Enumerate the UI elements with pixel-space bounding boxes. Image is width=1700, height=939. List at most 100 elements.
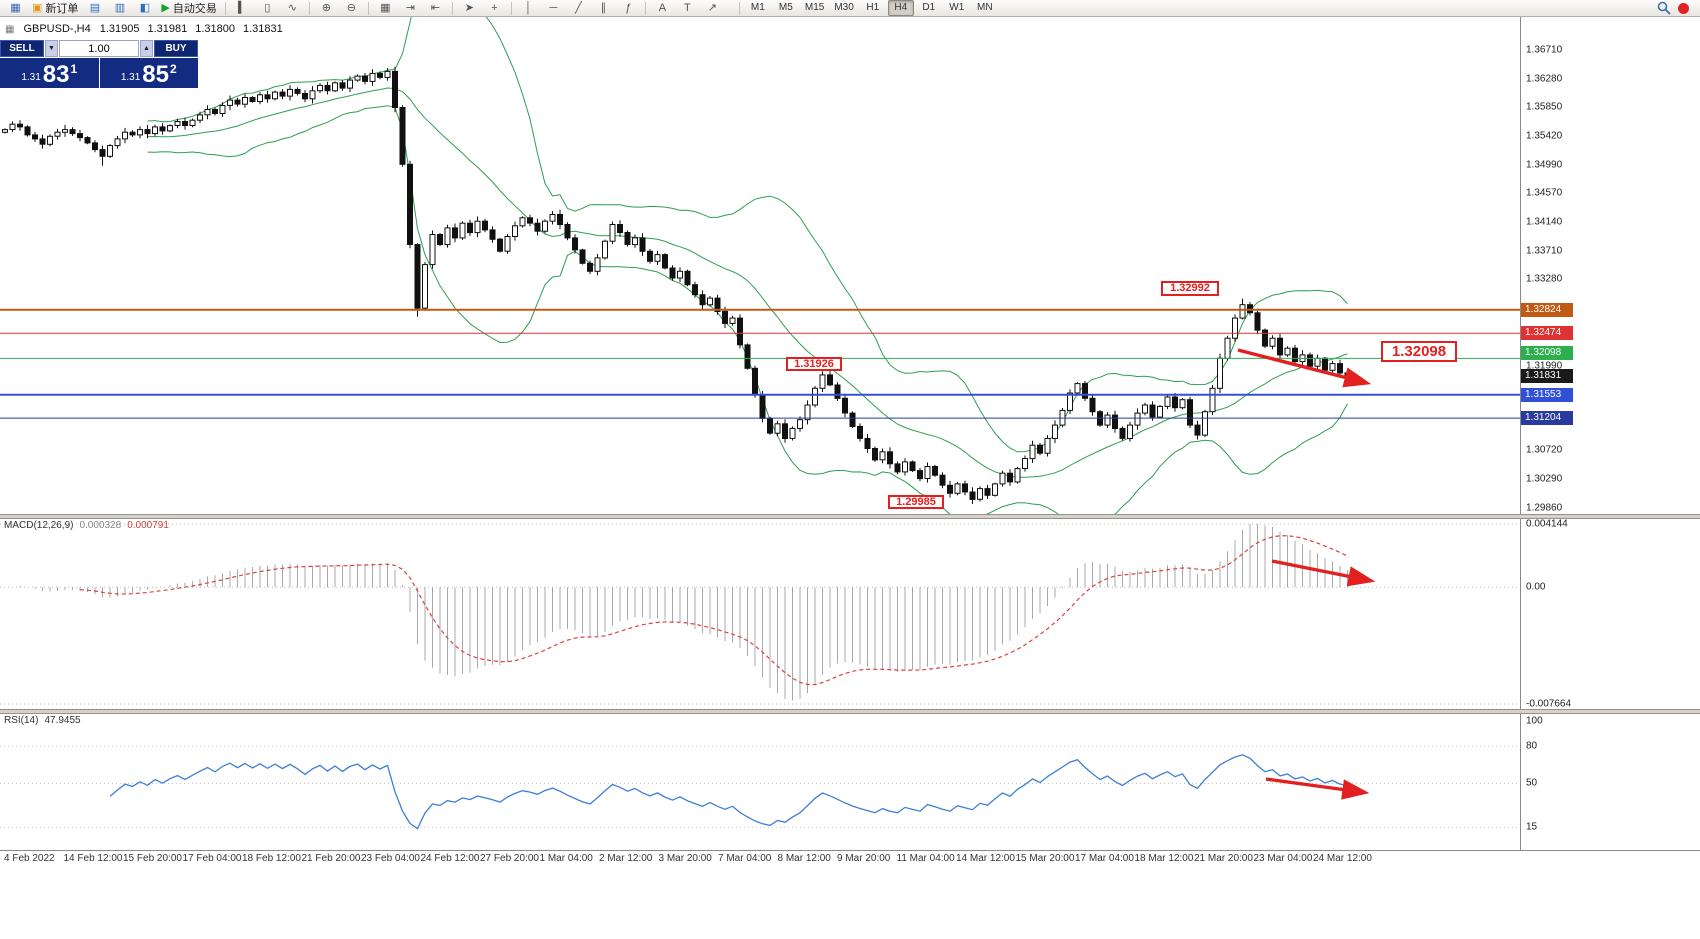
timeframe-h1-button[interactable]: H1 xyxy=(866,2,880,13)
market-watch-icon[interactable]: ▤ xyxy=(89,1,101,14)
timeframe-mn-button[interactable]: MN xyxy=(977,2,993,13)
time-label: 21 Feb 20:00 xyxy=(301,853,361,864)
time-label: 8 Mar 12:00 xyxy=(777,853,831,864)
axis-tick-label: 1.34570 xyxy=(1526,187,1563,199)
time-label: 11 Mar 04:00 xyxy=(896,853,955,864)
price-annotation-box[interactable]: 1.29985 xyxy=(888,495,944,509)
timeframe-h4-button[interactable]: H4 xyxy=(887,0,914,16)
new-chart-icon[interactable]: ▦ xyxy=(10,1,21,14)
timeframe-m30-button[interactable]: M30 xyxy=(834,2,854,13)
price-annotation-box[interactable]: 1.32992 xyxy=(1161,281,1219,296)
time-axis[interactable]: 4 Feb 2022 14 Feb 12:00 15 Feb 20:00 17 Feb… xyxy=(0,851,1520,869)
channel-icon[interactable]: ∥ xyxy=(600,1,607,14)
panel-divider-macd[interactable] xyxy=(0,514,1700,519)
macd-main-value: 0.000328 xyxy=(79,520,122,531)
notification-badge-icon[interactable] xyxy=(1678,2,1689,14)
buy-button[interactable]: BUY xyxy=(154,40,198,57)
axis-tick-label: 1.33710 xyxy=(1526,245,1563,257)
bid-price-display: 1.31 83 1 xyxy=(0,58,99,88)
toolbar-buttons: ▦ ▣ 新订单 ▤ ▥ ◧ ▶ 自动交易 ▍ ▯ ∿ ⊕ ⊖ ▦ ⇥ ⇤ ➤ + │ ─ ╱ ∥ ƒ A T ↗ M1 M5 M15 M3… xyxy=(3,0,999,17)
axis-tick-label: 1.31990 xyxy=(1526,360,1563,372)
axis-tick-label: -0.007664 xyxy=(1526,698,1572,710)
time-label: 21 Mar 20:00 xyxy=(1194,853,1253,864)
ask-price-display: 1.31 85 2 xyxy=(99,58,198,88)
time-label: 3 Mar 20:00 xyxy=(658,853,712,864)
timeframe-d1-button[interactable]: D1 xyxy=(922,2,936,13)
close-value: 1.31831 xyxy=(243,23,283,35)
time-axis-border xyxy=(0,850,1700,851)
axis-tick-label: 1.36280 xyxy=(1526,73,1563,85)
tile-windows-icon[interactable]: ▦ xyxy=(380,1,391,14)
toolbar: ▦ ▣ 新订单 ▤ ▥ ◧ ▶ 自动交易 ▍ ▯ ∿ ⊕ ⊖ ▦ ⇥ ⇤ ➤ + │ ─ ╱ ∥ ƒ A T ↗ M1 M5 M15 M3… xyxy=(0,0,1700,17)
chart-shift-icon[interactable]: ⇤ xyxy=(430,1,440,14)
price-annotation-box[interactable]: 1.31926 xyxy=(786,357,842,371)
search-icon[interactable] xyxy=(1657,1,1671,15)
autotrading-button[interactable]: ▶ 自动交易 xyxy=(161,1,217,16)
navigator-icon[interactable]: ▥ xyxy=(114,1,126,14)
time-label: 23 Mar 04:00 xyxy=(1253,853,1313,864)
macd-chart-canvas[interactable] xyxy=(0,518,1520,710)
volume-up-stepper[interactable]: ▲ xyxy=(140,40,153,57)
time-label: 7 Mar 04:00 xyxy=(718,853,772,864)
axis-tick-label: 0.00 xyxy=(1526,581,1546,593)
axis-tick-label: 1.35850 xyxy=(1526,101,1563,113)
cursor-icon[interactable]: ➤ xyxy=(464,1,474,14)
horizontal-line-icon[interactable]: ─ xyxy=(549,1,558,14)
price-line-label: 1.31831 xyxy=(1521,369,1573,383)
axis-tick-label: 1.35420 xyxy=(1526,130,1563,142)
rsi-value: 47.9455 xyxy=(44,715,81,726)
axis-tick-label: 1.30290 xyxy=(1526,473,1563,485)
candlestick-icon[interactable]: ▯ xyxy=(264,1,271,14)
bar-chart-icon[interactable]: ▍ xyxy=(238,1,247,14)
text-icon[interactable]: A xyxy=(658,1,667,14)
time-label: 17 Mar 04:00 xyxy=(1075,853,1134,864)
ask-pip-digit: 2 xyxy=(169,62,177,76)
trendline-icon[interactable]: ╱ xyxy=(575,1,582,14)
line-chart-icon[interactable]: ∿ xyxy=(287,1,297,14)
price-chart-canvas[interactable] xyxy=(0,16,1520,515)
time-label: 17 Feb 04:00 xyxy=(182,853,242,864)
arrow-icon[interactable]: ↗ xyxy=(707,1,717,14)
axis-tick-label: 1.34990 xyxy=(1526,159,1563,171)
right-axis[interactable]: 1.36710 1.36280 1.35850 1.35420 1.34990 1.345… xyxy=(1520,0,1700,939)
rsi-chart-canvas[interactable] xyxy=(0,713,1520,850)
symbol-period-label: GBPUSD-,H4 xyxy=(23,23,91,35)
bid-pip-digit: 1 xyxy=(70,62,78,76)
price-line-label: 1.32824 xyxy=(1521,303,1573,317)
price-line-label: 1.31204 xyxy=(1521,411,1573,425)
time-label: 18 Feb 12:00 xyxy=(242,853,301,864)
timeframe-w1-button[interactable]: W1 xyxy=(949,2,965,13)
price-axis-border xyxy=(1520,17,1521,850)
one-click-trading-panel: SELL ▼ ▲ BUY 1.31 83 1 1.31 85 2 xyxy=(0,40,198,88)
timeframe-m1-button[interactable]: M1 xyxy=(750,2,765,13)
volume-down-stepper[interactable]: ▼ xyxy=(45,40,58,57)
vertical-line-icon[interactable]: │ xyxy=(524,1,532,14)
panel-divider-rsi[interactable] xyxy=(0,709,1700,714)
macd-name: MACD(12,26,9) xyxy=(4,520,74,531)
price-annotation-box[interactable]: 1.32098 xyxy=(1381,341,1457,362)
axis-tick-label: 1.30720 xyxy=(1526,444,1563,456)
label-icon[interactable]: T xyxy=(684,1,691,14)
trade-price-row: 1.31 83 1 1.31 85 2 xyxy=(0,58,198,88)
open-value: 1.31905 xyxy=(99,23,140,35)
axis-tick-label: 1.33280 xyxy=(1526,273,1563,285)
time-label: 27 Feb 20:00 xyxy=(480,853,539,864)
time-label: 9 Mar 20:00 xyxy=(837,853,891,864)
rsi-name: RSI(14) xyxy=(4,715,39,726)
time-label: 14 Feb 12:00 xyxy=(63,853,123,864)
timeframe-m15-button[interactable]: M15 xyxy=(804,2,825,13)
sell-button[interactable]: SELL xyxy=(0,40,44,57)
ask-prefix: 1.31 xyxy=(120,72,141,83)
terminal-icon[interactable]: ◧ xyxy=(139,1,151,14)
time-label: 2 Mar 12:00 xyxy=(599,853,653,864)
new-order-button[interactable]: ▣ 新订单 xyxy=(32,1,79,16)
crosshair-icon[interactable]: + xyxy=(491,1,498,14)
zoom-in-icon[interactable]: ⊕ xyxy=(321,1,331,14)
fibonacci-icon[interactable]: ƒ xyxy=(625,1,632,14)
auto-scroll-icon[interactable]: ⇥ xyxy=(405,1,415,14)
volume-input[interactable] xyxy=(59,40,139,57)
macd-signal-value: 0.000791 xyxy=(127,520,169,531)
zoom-out-icon[interactable]: ⊖ xyxy=(346,1,356,14)
timeframe-m5-button[interactable]: M5 xyxy=(778,2,793,13)
time-label: 14 Mar 12:00 xyxy=(956,853,1015,864)
